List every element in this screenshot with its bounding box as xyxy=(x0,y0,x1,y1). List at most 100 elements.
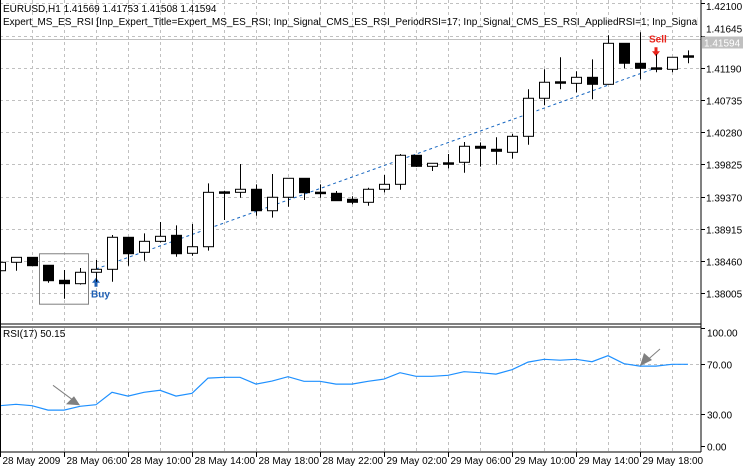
rsi-axis: 100.00 70.00 30.00 0.00 xyxy=(701,328,738,454)
time-tick-label: 28 May 2009 xyxy=(3,456,61,467)
candle xyxy=(475,142,486,167)
candle xyxy=(235,163,246,198)
price-tick-label: 1.40280 xyxy=(706,129,743,140)
price-tick-label: 1.41645 xyxy=(706,25,743,36)
candle-body-bear xyxy=(27,256,38,267)
candle xyxy=(203,183,214,251)
candle-body-bear xyxy=(251,188,262,212)
time-tick-label: 28 May 18:00 xyxy=(259,456,320,467)
candle-body-bull xyxy=(91,268,102,273)
candle xyxy=(443,154,454,169)
candle-body-bull xyxy=(667,56,678,70)
candle-body-bull xyxy=(459,145,470,163)
candle-body-bear xyxy=(59,279,70,285)
candle-body-bull xyxy=(75,271,86,285)
candle xyxy=(123,236,134,266)
candle-body-bear xyxy=(347,198,358,203)
rsi-indicator xyxy=(0,348,689,411)
time-tick-label: 28 May 06:00 xyxy=(67,456,128,467)
candle xyxy=(27,256,38,267)
time-axis: 28 May 2009 28 May 06:00 28 May 10:00 28 Ma… xyxy=(0,452,704,467)
candle-body-bull xyxy=(235,188,246,193)
candle-body-bull xyxy=(363,188,374,203)
annotation-arrow-icon xyxy=(640,353,652,367)
candle xyxy=(635,32,646,80)
candle xyxy=(91,260,102,282)
candle-body-bear xyxy=(43,264,54,282)
time-tick-label: 29 May 18:00 xyxy=(643,456,704,467)
candle-body-bear xyxy=(587,76,598,85)
price-axis: 1.42100 1.41645 1.41190 1.40735 1.40280 1.398… xyxy=(0,2,743,301)
candle-body-bear xyxy=(635,62,646,69)
candle xyxy=(683,50,694,64)
sell-label: Sell xyxy=(649,34,667,45)
candle-body-bull xyxy=(107,236,118,270)
candle xyxy=(251,184,262,216)
candle xyxy=(267,173,278,218)
time-tick-label: 29 May 02:00 xyxy=(387,456,448,467)
candle-body-bull xyxy=(603,42,614,85)
candle xyxy=(651,54,662,73)
candle-body-bear xyxy=(123,236,134,255)
candle-body-bear xyxy=(411,154,422,167)
candle-body-bull xyxy=(187,246,198,254)
buy-label: Buy xyxy=(91,290,110,301)
buy-arrow-icon xyxy=(92,277,100,287)
candle-body-doji xyxy=(683,55,694,58)
candle xyxy=(331,190,342,202)
price-tick-label: 1.42100 xyxy=(706,2,743,13)
candle xyxy=(299,177,310,200)
candle-body-bear xyxy=(491,148,502,152)
price-tick-label: 1.41190 xyxy=(706,65,742,76)
rsi-tick-label: 0.00 xyxy=(707,443,727,454)
candle-body-bull xyxy=(571,76,582,84)
candle xyxy=(363,187,374,206)
candle xyxy=(171,225,182,257)
candle xyxy=(491,137,502,165)
time-tick-label: 29 May 14:00 xyxy=(579,456,640,467)
candle xyxy=(507,133,518,159)
candle xyxy=(75,268,86,285)
candle xyxy=(587,59,598,100)
price-tick-label: 1.39370 xyxy=(706,194,743,205)
candle xyxy=(347,196,358,205)
expert-parameters-header: Expert_MS_ES_RSI [Inp_Expert_Title=Exper… xyxy=(3,17,698,28)
candle xyxy=(379,174,390,193)
time-tick-label: 28 May 10:00 xyxy=(131,456,192,467)
candles xyxy=(0,32,694,299)
candle xyxy=(43,264,54,283)
candle xyxy=(459,141,470,173)
candle xyxy=(11,256,22,271)
candle xyxy=(395,154,406,190)
rsi-title: RSI(17) 50.15 xyxy=(3,329,66,340)
time-tick-label: 29 May 10:00 xyxy=(515,456,576,467)
symbol-ohlc-header: EURUSD,H1 1.41569 1.41753 1.41508 1.4159… xyxy=(3,4,217,15)
candle xyxy=(555,57,566,90)
candle-body-bear xyxy=(475,145,486,149)
candle xyxy=(619,42,630,69)
candle-body-bear xyxy=(331,192,342,202)
candle-body-doji xyxy=(555,81,566,84)
annotation-arrow-icon xyxy=(66,396,80,406)
candle xyxy=(107,235,118,282)
chart-annotations: Buy Sell xyxy=(39,34,667,305)
candle xyxy=(283,177,294,207)
highlight-box xyxy=(39,253,89,305)
candle xyxy=(571,71,582,93)
candle xyxy=(59,270,70,299)
rsi-line xyxy=(0,355,688,411)
rsi-tick-label: 30.00 xyxy=(707,411,732,422)
candle-body-bull xyxy=(427,162,438,167)
candle-body-bull xyxy=(395,154,406,185)
candle-body-bear xyxy=(299,177,310,194)
candle xyxy=(139,233,150,261)
candle-body-doji xyxy=(219,191,230,194)
rsi-tick-label: 100.00 xyxy=(707,329,738,340)
candle xyxy=(187,223,198,256)
candle xyxy=(523,89,534,145)
price-tick-label: 1.40735 xyxy=(706,97,743,108)
candle-body-doji xyxy=(315,191,326,195)
price-tick-label: 1.38915 xyxy=(706,226,743,237)
current-price-badge xyxy=(702,36,743,49)
